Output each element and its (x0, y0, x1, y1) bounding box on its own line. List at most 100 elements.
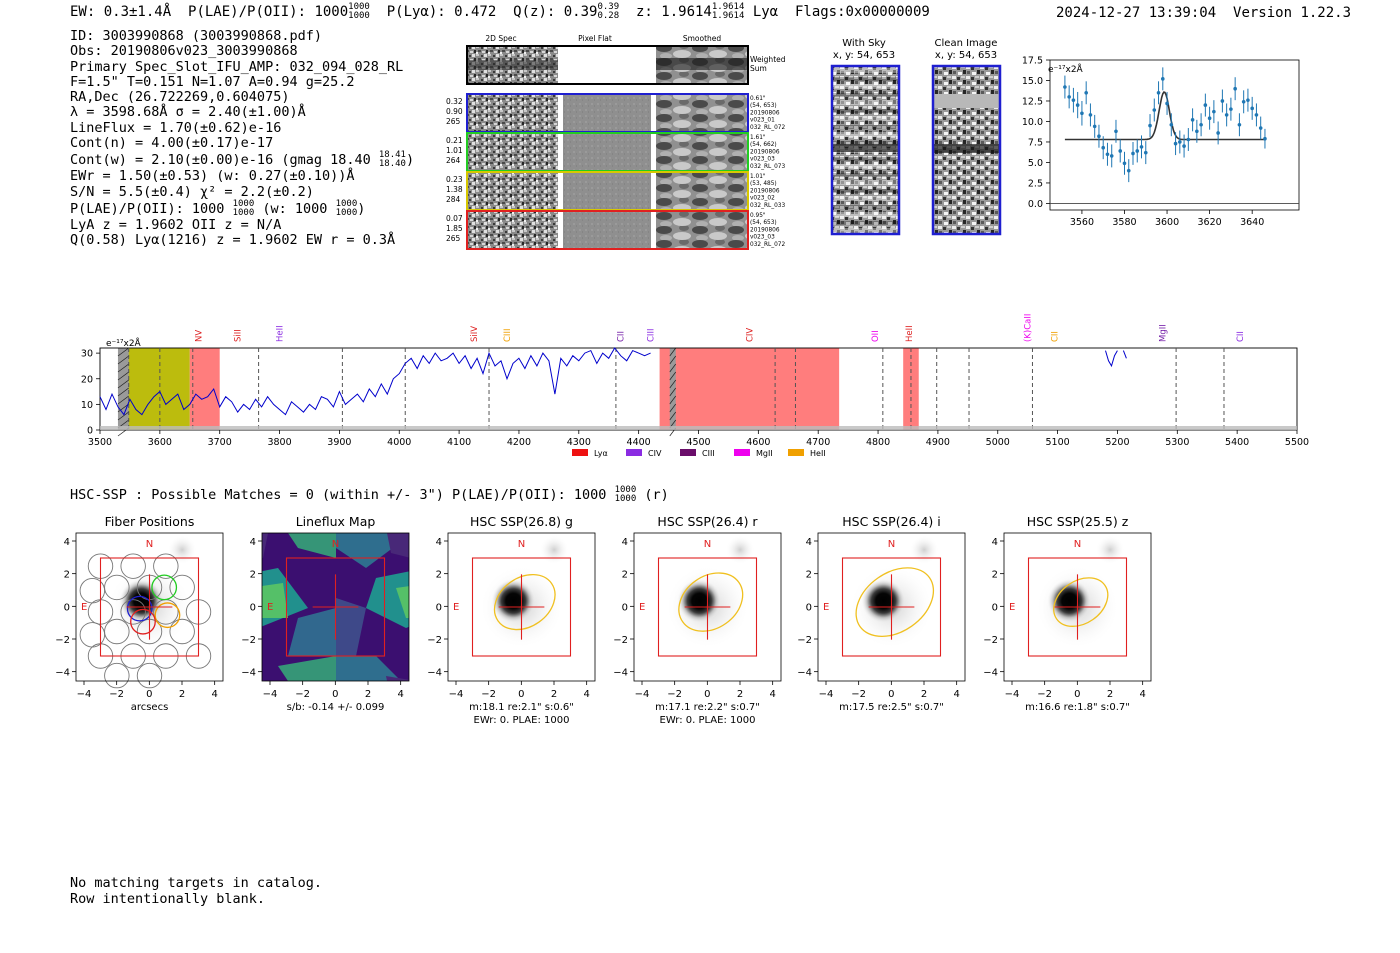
zoom-data-point (1178, 140, 1182, 144)
hsc-caption-1: m:17.1 re:2.2" s:0.7" (655, 702, 760, 713)
hsc-xtick-label: −2 (109, 689, 124, 700)
compass-north: N (332, 539, 339, 550)
hsc-ytick-label: −4 (797, 668, 812, 679)
line-label: CIII (503, 329, 513, 342)
hsc-caption-1: m:16.6 re:1.8" s:0.7" (1025, 702, 1130, 713)
fiber-circle (120, 553, 146, 579)
hsc-ytick-label: −4 (613, 668, 628, 679)
compass-north: N (518, 539, 525, 550)
hsc-xtick-label: 4 (1139, 689, 1145, 700)
search-box (471, 557, 572, 657)
aperture-ellipse (1053, 577, 1109, 627)
full-xtick-label: 4000 (387, 437, 411, 448)
info-fit: F=1.5" T=0.151 N=1.07 A=0.94 g=25.2 (70, 73, 355, 90)
fiber-circle (169, 574, 195, 601)
cutout-row-value: 265 (446, 117, 461, 126)
zoom-data-point (1212, 109, 1216, 114)
hsc-ytick-label: 0 (436, 602, 442, 613)
zoom-spectrum-chart: e⁻¹⁷x2Å 3560 3580 3600 3620 3640 0.0 2.5 5.0 7.5… (1022, 56, 1300, 229)
hsc-caption-1: s/b: -0.14 +/- 0.099 (287, 702, 385, 713)
hsc-caption-2: EWr: 0, PLAE: 1000 (660, 715, 756, 723)
cutout-row-value: 0.21 (446, 136, 463, 145)
spectrum-band (659, 348, 840, 430)
zoom-data-point (1190, 118, 1195, 122)
hsc-panel-title: HSC SSP(25.5) z (1027, 514, 1129, 529)
with-sky-title: With Sky (842, 38, 886, 49)
cutout-gap (651, 94, 656, 132)
zoom-data-point (1084, 90, 1088, 95)
compass-east: E (453, 602, 459, 613)
hsc-xtick-label: 2 (921, 689, 927, 700)
hsc-xtick-label: 0 (1074, 689, 1080, 700)
search-box (285, 557, 386, 657)
spectrum-line (99, 347, 651, 416)
cutout-row-meta: 20190806 (750, 149, 780, 155)
cutout-row-frame (466, 210, 749, 250)
spectrum-segment (1105, 350, 1118, 368)
fiber-highlight (130, 608, 156, 635)
clean-image (931, 64, 1002, 236)
cutout-row-meta: 20190806 (750, 227, 780, 233)
hsc-ytick-label: 0 (250, 602, 256, 613)
spectrum-segment (1122, 350, 1127, 359)
zoom-ytick-label: 2.5 (1028, 178, 1043, 189)
cutout-row-meta: (54, 653) (750, 103, 777, 109)
full-xtick-label: 4300 (567, 437, 591, 448)
galaxy-core (491, 579, 536, 623)
hatch-line (117, 403, 129, 413)
full-ytick-label: 0 (87, 426, 93, 437)
hsc-ytick-label: 4 (64, 537, 70, 548)
hsc-ytick-label: 2 (992, 570, 998, 581)
zoom-data-point (1182, 144, 1186, 148)
info-plae-lo: 1000 (232, 207, 255, 218)
cutout-pixelflat (563, 172, 651, 210)
aperture-ellipse (855, 567, 935, 638)
legend-label: HeII (810, 449, 826, 458)
fiber-circle (120, 599, 146, 625)
info-contn: Cont(n) = 4.00(±0.17)e-17 (70, 135, 274, 152)
zoom-axis-ticks: 3560 3580 3600 3620 3640 0.0 2.5 5.0 7.5 10.0 12.5… (1022, 56, 1264, 229)
hsc-ytick-label: 0 (64, 602, 70, 613)
hatched-region (117, 347, 129, 437)
zoom-data-point (1246, 98, 1250, 102)
compass-east: E (639, 602, 645, 613)
full-xtick-label: 4100 (447, 437, 471, 448)
hsc-ytick-label: −2 (983, 635, 998, 646)
info-plae-w: (w: 1000 (262, 200, 328, 217)
zoom-data-point (1220, 99, 1225, 103)
hsc-panel-content: Fiber Positions N E 4 2 0 −2 −4 −4 −2 0 2 4 arcsecs Li… (55, 514, 1152, 723)
hsc-panels: Fiber Positions N E 4 2 0 −2 −4 −4 −2 0 2 4 arcsecs Li… (55, 514, 1152, 723)
line-label: MgII (1158, 324, 1168, 342)
companion-source (726, 535, 755, 564)
full-xtick-label: 4200 (507, 437, 531, 448)
hsc-ytick-label: 2 (622, 570, 628, 581)
hsc-frac-hi: 1000 (614, 485, 637, 495)
legend-label: CIV (648, 449, 662, 458)
zoom-data-point (1207, 116, 1212, 120)
hsc-panel: HSC SSP(26.4) r N E 4 2 0 −2 −4 −4 −2 0 2 4 m:17.1 re… (613, 514, 782, 723)
cutout-row-value: 0.23 (446, 175, 463, 184)
full-xtick-label: 3500 (88, 437, 112, 448)
noise-floor (100, 426, 1297, 430)
sky-images: With Sky x, y: 54, 653 Clean Image x, y:… (830, 38, 1002, 236)
hsc-xtick-label: −4 (449, 689, 464, 700)
search-box (1027, 557, 1128, 657)
cutout-gap (558, 133, 563, 171)
hsc-panel-title: HSC SSP(26.4) i (842, 514, 940, 529)
zoom-data-point (1233, 86, 1237, 91)
hsc-panel: Fiber Positions N E 4 2 0 −2 −4 −4 −2 0 2 4 arcsecs (55, 514, 224, 713)
line-legend: Lyα CIV CIII MgII HeII (572, 449, 826, 458)
info-primary: Primary Spec_Slot_IFU_AMP: 032_094_028_R… (70, 58, 404, 75)
aperture-ellipse (678, 572, 744, 632)
cutout-row-meta: (53, 485) (750, 181, 777, 187)
info-contw: Cont(w) = 2.10(±0.00)e-16 (gmag 18.40 18… (70, 150, 415, 170)
zoom-data-point (1156, 90, 1161, 95)
header-z-hi: 1.9614 (711, 2, 745, 12)
fiber-highlight (154, 602, 181, 629)
info-id: ID: 3003990868 (3003990868.pdf) (70, 28, 322, 44)
hsc-panel-title: Lineflux Map (296, 514, 376, 529)
cutout-gap (651, 172, 656, 210)
full-ytick-label: 30 (81, 349, 93, 360)
